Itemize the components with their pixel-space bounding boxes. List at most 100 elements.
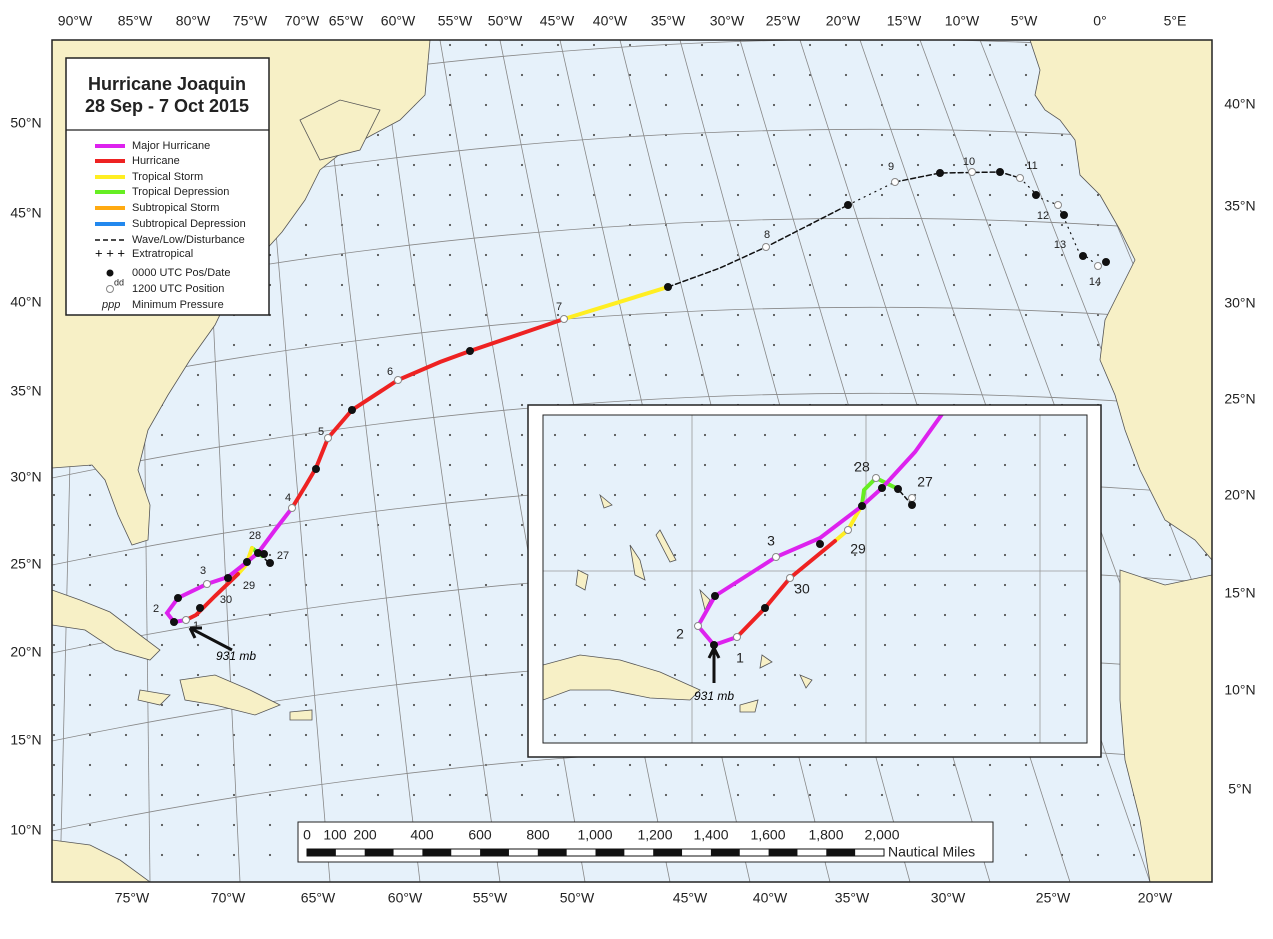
top-lon-label: 5°E (1164, 13, 1187, 29)
pressure-label: 931 mb (216, 649, 256, 663)
track-point (1016, 174, 1024, 182)
track-label: 8 (764, 229, 770, 241)
left-lat-label: 30°N (10, 469, 41, 485)
top-lon-label: 45°W (540, 13, 575, 29)
scale-label: 0 (303, 827, 311, 843)
bottom-lon-label: 30°W (931, 890, 966, 906)
track-label: 5 (318, 426, 324, 438)
inset-track-point (711, 592, 719, 600)
left-lat-label: 15°N (10, 732, 41, 748)
scale-label: 100 (323, 827, 347, 843)
right-lat-label: 30°N (1224, 295, 1255, 311)
track-point (203, 580, 211, 588)
inset-track-label: 1 (736, 650, 744, 666)
jamaica (137, 689, 171, 706)
right-lat-label: 5°N (1228, 781, 1252, 797)
scale-segment (537, 849, 567, 856)
legend-label: Subtropical Depression (132, 218, 246, 230)
inset-track-label: 28 (854, 459, 870, 475)
inset-track-label: 27 (917, 474, 933, 490)
inset-track-point (908, 501, 916, 509)
scale-label: 800 (526, 827, 550, 843)
track-label: 13 (1054, 239, 1066, 251)
scale-label: 1,800 (808, 827, 843, 843)
top-lon-label: 55°W (438, 13, 473, 29)
top-lon-label: 60°W (381, 13, 416, 29)
title: Hurricane Joaquin (88, 74, 246, 94)
top-lon-label: 50°W (488, 13, 523, 29)
europe-africa (1029, 40, 1212, 561)
scale-segment (595, 849, 625, 856)
track-label: 10 (963, 156, 975, 168)
top-lon-label: 30°W (710, 13, 745, 29)
track-label: 4 (285, 492, 291, 504)
top-lon-label: 5°W (1011, 13, 1038, 29)
cuba (52, 589, 161, 661)
track-point (224, 574, 232, 582)
top-lon-label: 20°W (826, 13, 861, 29)
hispaniola (179, 674, 281, 716)
track-point (1032, 191, 1040, 199)
parallel (52, 392, 1212, 479)
track-point (266, 559, 274, 567)
legend-label: Hurricane (132, 155, 180, 167)
right-lat-label: 20°N (1224, 487, 1255, 503)
bottom-lon-label: 55°W (473, 890, 508, 906)
scale-unit: Nautical Miles (888, 844, 975, 860)
scale-label: 1,400 (693, 827, 728, 843)
left-lat-label: 40°N (10, 294, 41, 310)
scale-segment (364, 849, 394, 856)
top-lon-label: 15°W (887, 13, 922, 29)
top-lon-label: 25°W (766, 13, 801, 29)
track-point (664, 283, 672, 291)
bottom-lon-label: 20°W (1138, 890, 1173, 906)
inset-dots (543, 415, 1087, 743)
track-point (348, 406, 356, 414)
legend-label: Subtropical Storm (132, 202, 219, 214)
newfoundland (299, 99, 381, 161)
legend-swatch (106, 285, 114, 293)
subtitle: 28 Sep - 7 Oct 2015 (85, 96, 249, 116)
track-point (288, 504, 296, 512)
meridian (379, 40, 501, 882)
inset-track-point (772, 553, 780, 561)
track-point (762, 243, 770, 251)
track-label: 29 (243, 580, 255, 592)
inset-track-point (858, 502, 866, 510)
scale-label: 2,000 (864, 827, 899, 843)
track-point (243, 558, 251, 566)
inset-track-point (908, 494, 916, 502)
track-point (394, 376, 402, 384)
legend: Hurricane Joaquin 28 Sep - 7 Oct 2015 Ma… (65, 57, 270, 316)
track-points (170, 168, 1110, 626)
bottom-lon-label: 45°W (673, 890, 708, 906)
inset-track-point (733, 633, 741, 641)
legend-swatch (106, 269, 114, 277)
left-lat-label: 10°N (10, 822, 41, 838)
inset-land (543, 493, 813, 713)
right-lat-label: 25°N (1224, 391, 1255, 407)
inset-track-point (786, 574, 794, 582)
inset-track-point (761, 604, 769, 612)
map-frame (51, 39, 1213, 883)
right-lat-label: 10°N (1224, 682, 1255, 698)
track-label: 3 (200, 565, 206, 577)
inset-pressure-label: 931 mb (694, 689, 734, 703)
track-label: 12 (1037, 210, 1049, 222)
inset-track-point (816, 540, 824, 548)
legend-label: 1200 UTC Position (132, 283, 224, 295)
puerto-rico (289, 709, 313, 721)
track-point (891, 178, 899, 186)
top-lon-label: 90°W (58, 13, 93, 29)
track-label: 28 (249, 530, 261, 542)
left-lat-label: 50°N (10, 115, 41, 131)
inset-track (695, 415, 944, 648)
top-lon-label: 70°W (285, 13, 320, 29)
bottom-lon-label: 60°W (388, 890, 423, 906)
south-america (52, 839, 151, 882)
parallel (52, 306, 1212, 393)
scale-segment (307, 849, 336, 856)
